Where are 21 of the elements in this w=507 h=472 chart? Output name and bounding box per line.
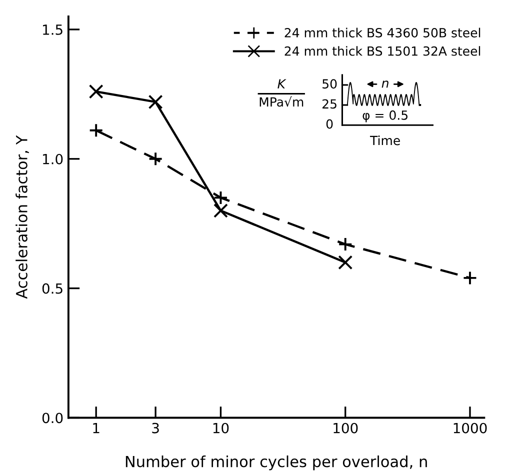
annotation: Time [370,136,400,146]
x-tick-label: 1 [93,423,100,434]
x-tick-label: 10 [213,422,229,434]
annotation: 50 [322,79,337,89]
y-axis-title: Acceleration factor, Y [16,135,29,299]
annotation: n [382,80,388,88]
annotation: 0 [326,119,333,129]
y-tick-label: 0.0 [42,412,63,424]
annotation: φ = 0.5 [362,110,408,122]
x-tick-label: 1000 [454,422,487,434]
legend-label: 24 mm thick BS 4360 50B steel [284,28,480,38]
y-tick-label: 1.5 [43,24,62,35]
y-tick-label: 0.5 [42,283,62,294]
x-tick-label: 3 [152,422,159,434]
legend-label: 24 mm thick BS 1501 32A steel [284,46,480,56]
annotation: K [278,79,286,88]
annotation: 25 [322,99,336,109]
annotation: MPa√m [260,96,304,107]
y-tick-label: 1.0 [43,154,63,164]
x-tick-label: 100 [334,422,358,434]
x-axis-title: Number of minor cycles per overload, n [126,455,427,470]
